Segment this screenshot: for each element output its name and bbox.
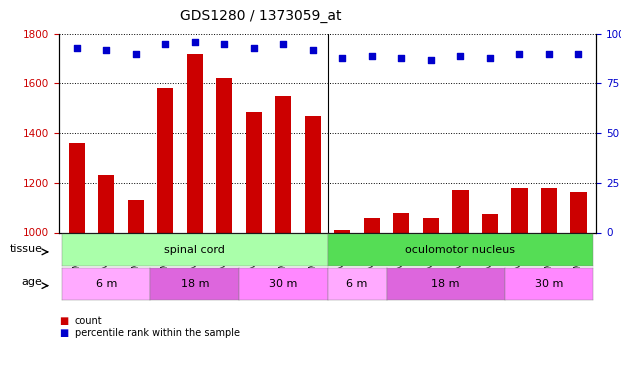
Point [278, 41, 288, 47]
Point [72, 45, 82, 51]
Bar [364, 217, 380, 375]
Bar [98, 176, 114, 375]
Bar [570, 192, 587, 375]
Text: spinal cord: spinal cord [165, 245, 225, 255]
Point [190, 39, 200, 45]
Text: 6 m: 6 m [347, 279, 368, 289]
Point [249, 45, 259, 51]
Point [485, 55, 495, 61]
Bar [68, 143, 85, 375]
Text: 6 m: 6 m [96, 279, 117, 289]
Text: ■: ■ [59, 316, 68, 326]
Bar [128, 200, 144, 375]
Text: percentile rank within the sample: percentile rank within the sample [75, 328, 240, 338]
Text: tissue: tissue [9, 244, 42, 254]
Text: 30 m: 30 m [269, 279, 297, 289]
Bar [187, 54, 203, 375]
Bar [246, 112, 262, 375]
Text: 18 m: 18 m [432, 279, 460, 289]
Bar [216, 78, 232, 375]
Text: 18 m: 18 m [181, 279, 209, 289]
Bar [157, 88, 173, 375]
Bar [482, 214, 498, 375]
Point [337, 55, 347, 61]
Text: count: count [75, 316, 102, 326]
Point [573, 51, 583, 57]
Point [308, 46, 318, 53]
Point [367, 53, 377, 58]
Point [396, 55, 406, 61]
Bar [511, 188, 527, 375]
Bar [541, 188, 557, 375]
Point [426, 57, 436, 63]
Text: GDS1280 / 1373059_at: GDS1280 / 1373059_at [180, 9, 342, 23]
Bar [423, 217, 439, 375]
Text: ■: ■ [59, 328, 68, 338]
Bar [452, 190, 468, 375]
Point [131, 51, 141, 57]
Bar [305, 116, 321, 375]
Point [514, 51, 524, 57]
Point [544, 51, 554, 57]
Bar [393, 213, 409, 375]
Bar [275, 96, 291, 375]
Point [219, 41, 229, 47]
Point [455, 53, 465, 58]
Point [101, 46, 111, 53]
Point [160, 41, 170, 47]
Bar [334, 230, 350, 375]
Text: age: age [22, 278, 42, 288]
Text: oculomotor nucleus: oculomotor nucleus [406, 245, 515, 255]
Text: 30 m: 30 m [535, 279, 563, 289]
